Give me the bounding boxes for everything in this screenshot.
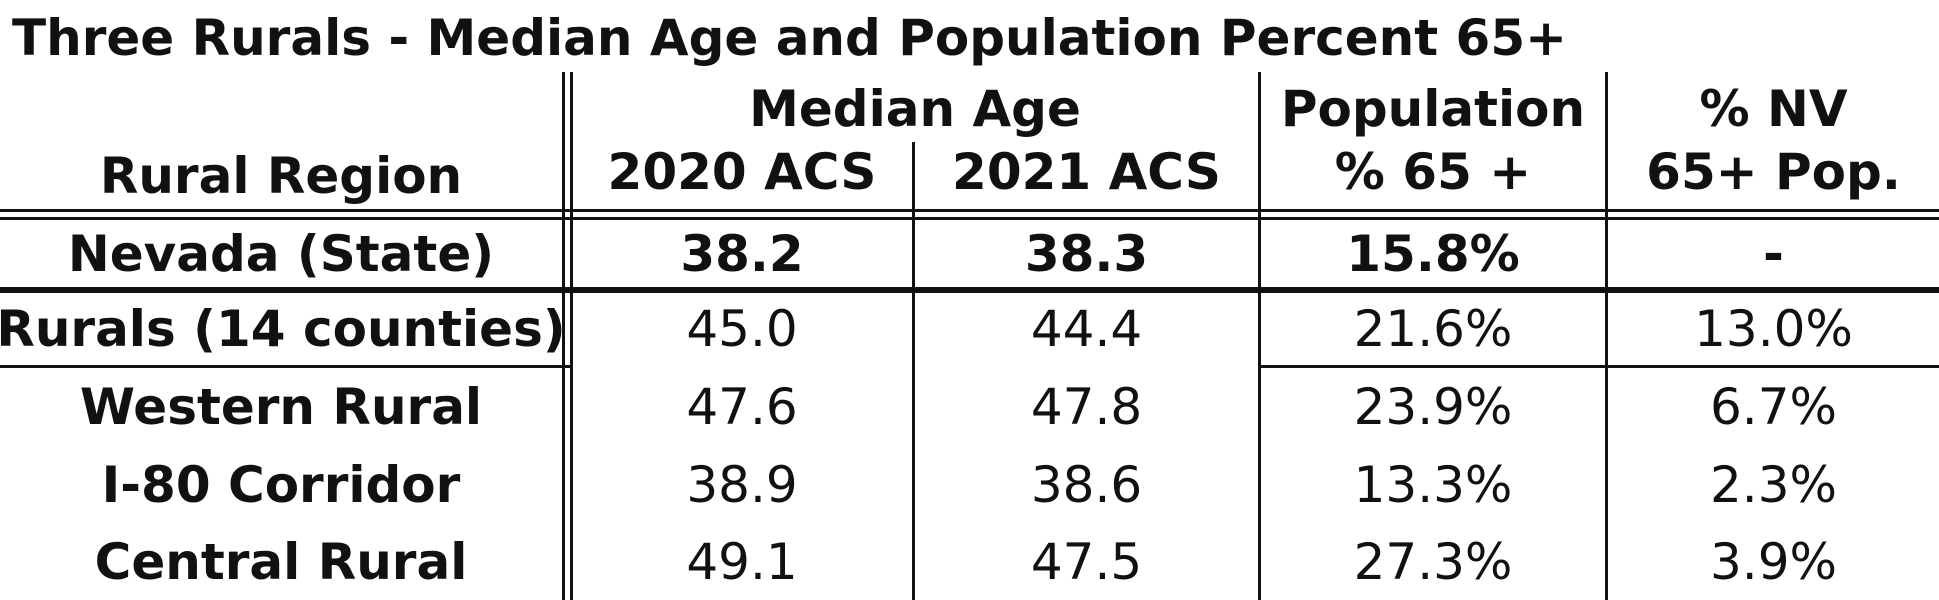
- table-cell: 47.5: [1030, 533, 1143, 591]
- row-label: Nevada (State): [67, 224, 495, 283]
- table-cell: 21.6%: [1353, 300, 1513, 358]
- column-header-nv-line2: 65+ Pop.: [1646, 143, 1901, 201]
- column-header-2020-acs: 2020 ACS: [607, 143, 877, 201]
- separator-line: [0, 287, 1939, 293]
- table-cell: 6.7%: [1709, 378, 1838, 436]
- data-table: Median Age Rural Region 2020 ACS 2021 AC…: [0, 72, 1939, 600]
- table-cell: 38.9: [686, 456, 798, 514]
- separator-line: [1258, 72, 1261, 600]
- separator-line: [912, 142, 915, 600]
- column-header-population-line1: Population: [1280, 80, 1586, 138]
- table-cell: 2.3%: [1709, 456, 1838, 514]
- table-cell: 49.1: [686, 533, 798, 591]
- table-cell: 38.3: [1024, 224, 1149, 283]
- table-cell: 45.0: [686, 300, 798, 358]
- table-cell: 3.9%: [1709, 533, 1838, 591]
- separator-line: [0, 217, 1939, 220]
- row-label: I-80 Corridor: [101, 456, 461, 514]
- table-cell: 23.9%: [1353, 378, 1513, 436]
- table-cell: 47.8: [1030, 378, 1143, 436]
- row-label: Central Rural: [94, 533, 468, 591]
- table-cell: 44.4: [1030, 300, 1143, 358]
- separator-line: [0, 209, 1939, 212]
- column-header-2021-acs: 2021 ACS: [952, 143, 1221, 201]
- separator-line: [0, 365, 570, 368]
- column-header-median-age: Median Age: [749, 80, 1081, 138]
- table-cell: 38.2: [680, 224, 804, 283]
- row-label: Western Rural: [79, 378, 483, 436]
- table-cell: 27.3%: [1353, 533, 1513, 591]
- table-cell: 47.6: [686, 378, 798, 436]
- separator-line: [570, 72, 573, 600]
- table-title: Three Rurals - Median Age and Population…: [12, 9, 1568, 67]
- table-cell: 38.6: [1030, 456, 1143, 514]
- column-header-region: Rural Region: [99, 146, 463, 205]
- separator-line: [1605, 72, 1608, 600]
- column-header-population-line2: % 65 +: [1334, 143, 1532, 201]
- separator-line: [562, 72, 565, 600]
- table-cell: 15.8%: [1346, 224, 1520, 283]
- column-header-nv-line1: % NV: [1699, 80, 1848, 138]
- table-cell: 13.0%: [1694, 300, 1853, 358]
- table-cell: 13.3%: [1353, 456, 1513, 514]
- separator-line: [1258, 365, 1939, 368]
- row-label: Rurals (14 counties): [0, 300, 566, 358]
- table-cell: -: [1763, 224, 1784, 283]
